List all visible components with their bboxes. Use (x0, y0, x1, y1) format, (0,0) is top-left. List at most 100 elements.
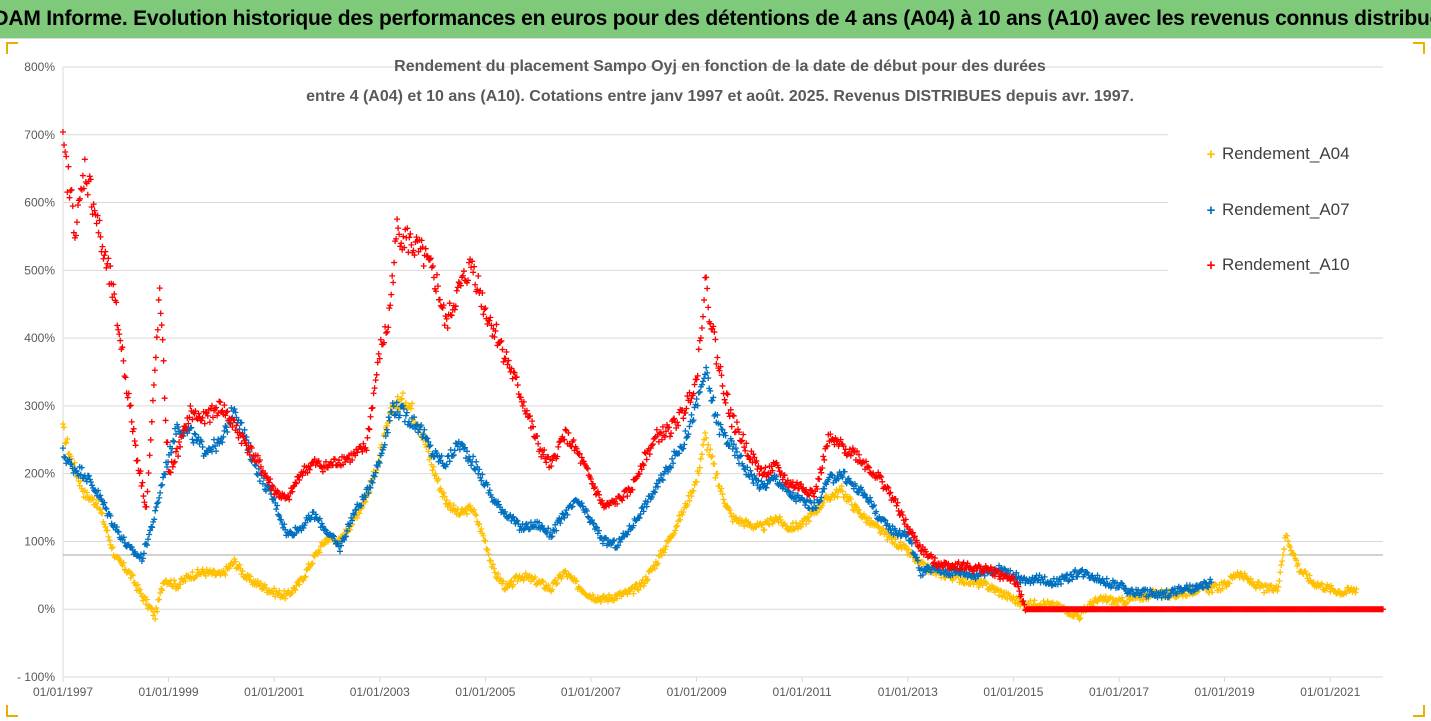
data-point (281, 521, 288, 528)
data-point (461, 506, 468, 513)
data-point (1172, 590, 1179, 597)
data-point (530, 423, 537, 430)
data-point (107, 512, 114, 519)
data-point (827, 496, 834, 503)
data-point (169, 445, 176, 452)
data-point (159, 336, 166, 343)
data-point (212, 443, 219, 450)
data-point (902, 543, 909, 550)
data-point (1034, 577, 1041, 584)
data-point (465, 277, 472, 284)
data-point (95, 229, 102, 236)
data-point (372, 377, 379, 384)
data-point (499, 506, 506, 513)
corner-mark-bottom-left (6, 705, 18, 717)
data-point (289, 590, 296, 597)
data-point (418, 237, 425, 244)
data-point (114, 322, 121, 329)
data-point (376, 355, 383, 362)
data-point (459, 272, 466, 279)
data-point (87, 479, 94, 486)
data-point (595, 491, 602, 498)
data-point (217, 399, 224, 406)
data-point (862, 491, 869, 498)
data-point (688, 493, 695, 500)
data-point (614, 500, 621, 507)
data-point (157, 310, 164, 317)
data-point (191, 430, 198, 437)
data-point (549, 533, 556, 540)
data-point (248, 444, 255, 451)
data-point (922, 548, 929, 555)
data-point (193, 414, 200, 421)
data-point (204, 412, 211, 419)
data-point (96, 505, 103, 512)
data-point (478, 477, 485, 484)
data-point (1200, 585, 1207, 592)
data-point (721, 429, 728, 436)
data-point (1077, 614, 1084, 621)
corner-mark-top-left (6, 42, 18, 54)
data-point (716, 367, 723, 374)
data-point (68, 461, 75, 468)
data-point (819, 464, 826, 471)
data-point (145, 536, 152, 543)
data-point (102, 523, 109, 530)
data-point (1020, 598, 1027, 605)
data-point (462, 455, 469, 462)
data-point (764, 471, 771, 478)
data-point (130, 425, 137, 432)
data-point (593, 524, 600, 531)
data-point (423, 252, 430, 259)
data-point (408, 241, 415, 248)
data-point (804, 514, 811, 521)
data-point (422, 245, 429, 252)
data-point (337, 542, 344, 549)
data-point (475, 521, 482, 528)
data-point (113, 299, 120, 306)
data-point (419, 244, 426, 251)
data-point (433, 271, 440, 278)
data-point (444, 325, 451, 332)
data-point (636, 514, 643, 521)
data-point (129, 428, 136, 435)
data-point (691, 481, 698, 488)
data-point (393, 404, 400, 411)
data-point (507, 579, 514, 586)
data-point (980, 568, 987, 575)
data-point (238, 419, 245, 426)
data-point (820, 499, 827, 506)
data-point (732, 445, 739, 452)
data-point (487, 557, 494, 564)
data-point (505, 357, 512, 364)
data-point (666, 424, 673, 431)
data-point (491, 569, 498, 576)
data-point (146, 452, 153, 459)
data-point (1253, 583, 1260, 590)
data-point (722, 432, 729, 439)
data-point (559, 433, 566, 440)
data-point (627, 588, 634, 595)
data-point (358, 502, 365, 509)
data-point (619, 497, 626, 504)
data-point (479, 290, 486, 297)
data-point (1010, 593, 1017, 600)
data-point (871, 502, 878, 509)
data-point (873, 508, 880, 515)
data-point (103, 264, 110, 271)
data-point (773, 473, 780, 480)
data-point (983, 580, 990, 587)
data-point (93, 500, 100, 507)
data-point (599, 540, 606, 547)
data-point (131, 548, 138, 555)
data-point (470, 453, 477, 460)
data-point (553, 581, 560, 588)
data-point (725, 410, 732, 417)
data-point (173, 431, 180, 438)
data-point (829, 491, 836, 498)
data-point (814, 509, 821, 516)
data-point (753, 457, 760, 464)
data-point (224, 408, 231, 415)
data-point (175, 585, 182, 592)
data-point (1119, 594, 1126, 601)
